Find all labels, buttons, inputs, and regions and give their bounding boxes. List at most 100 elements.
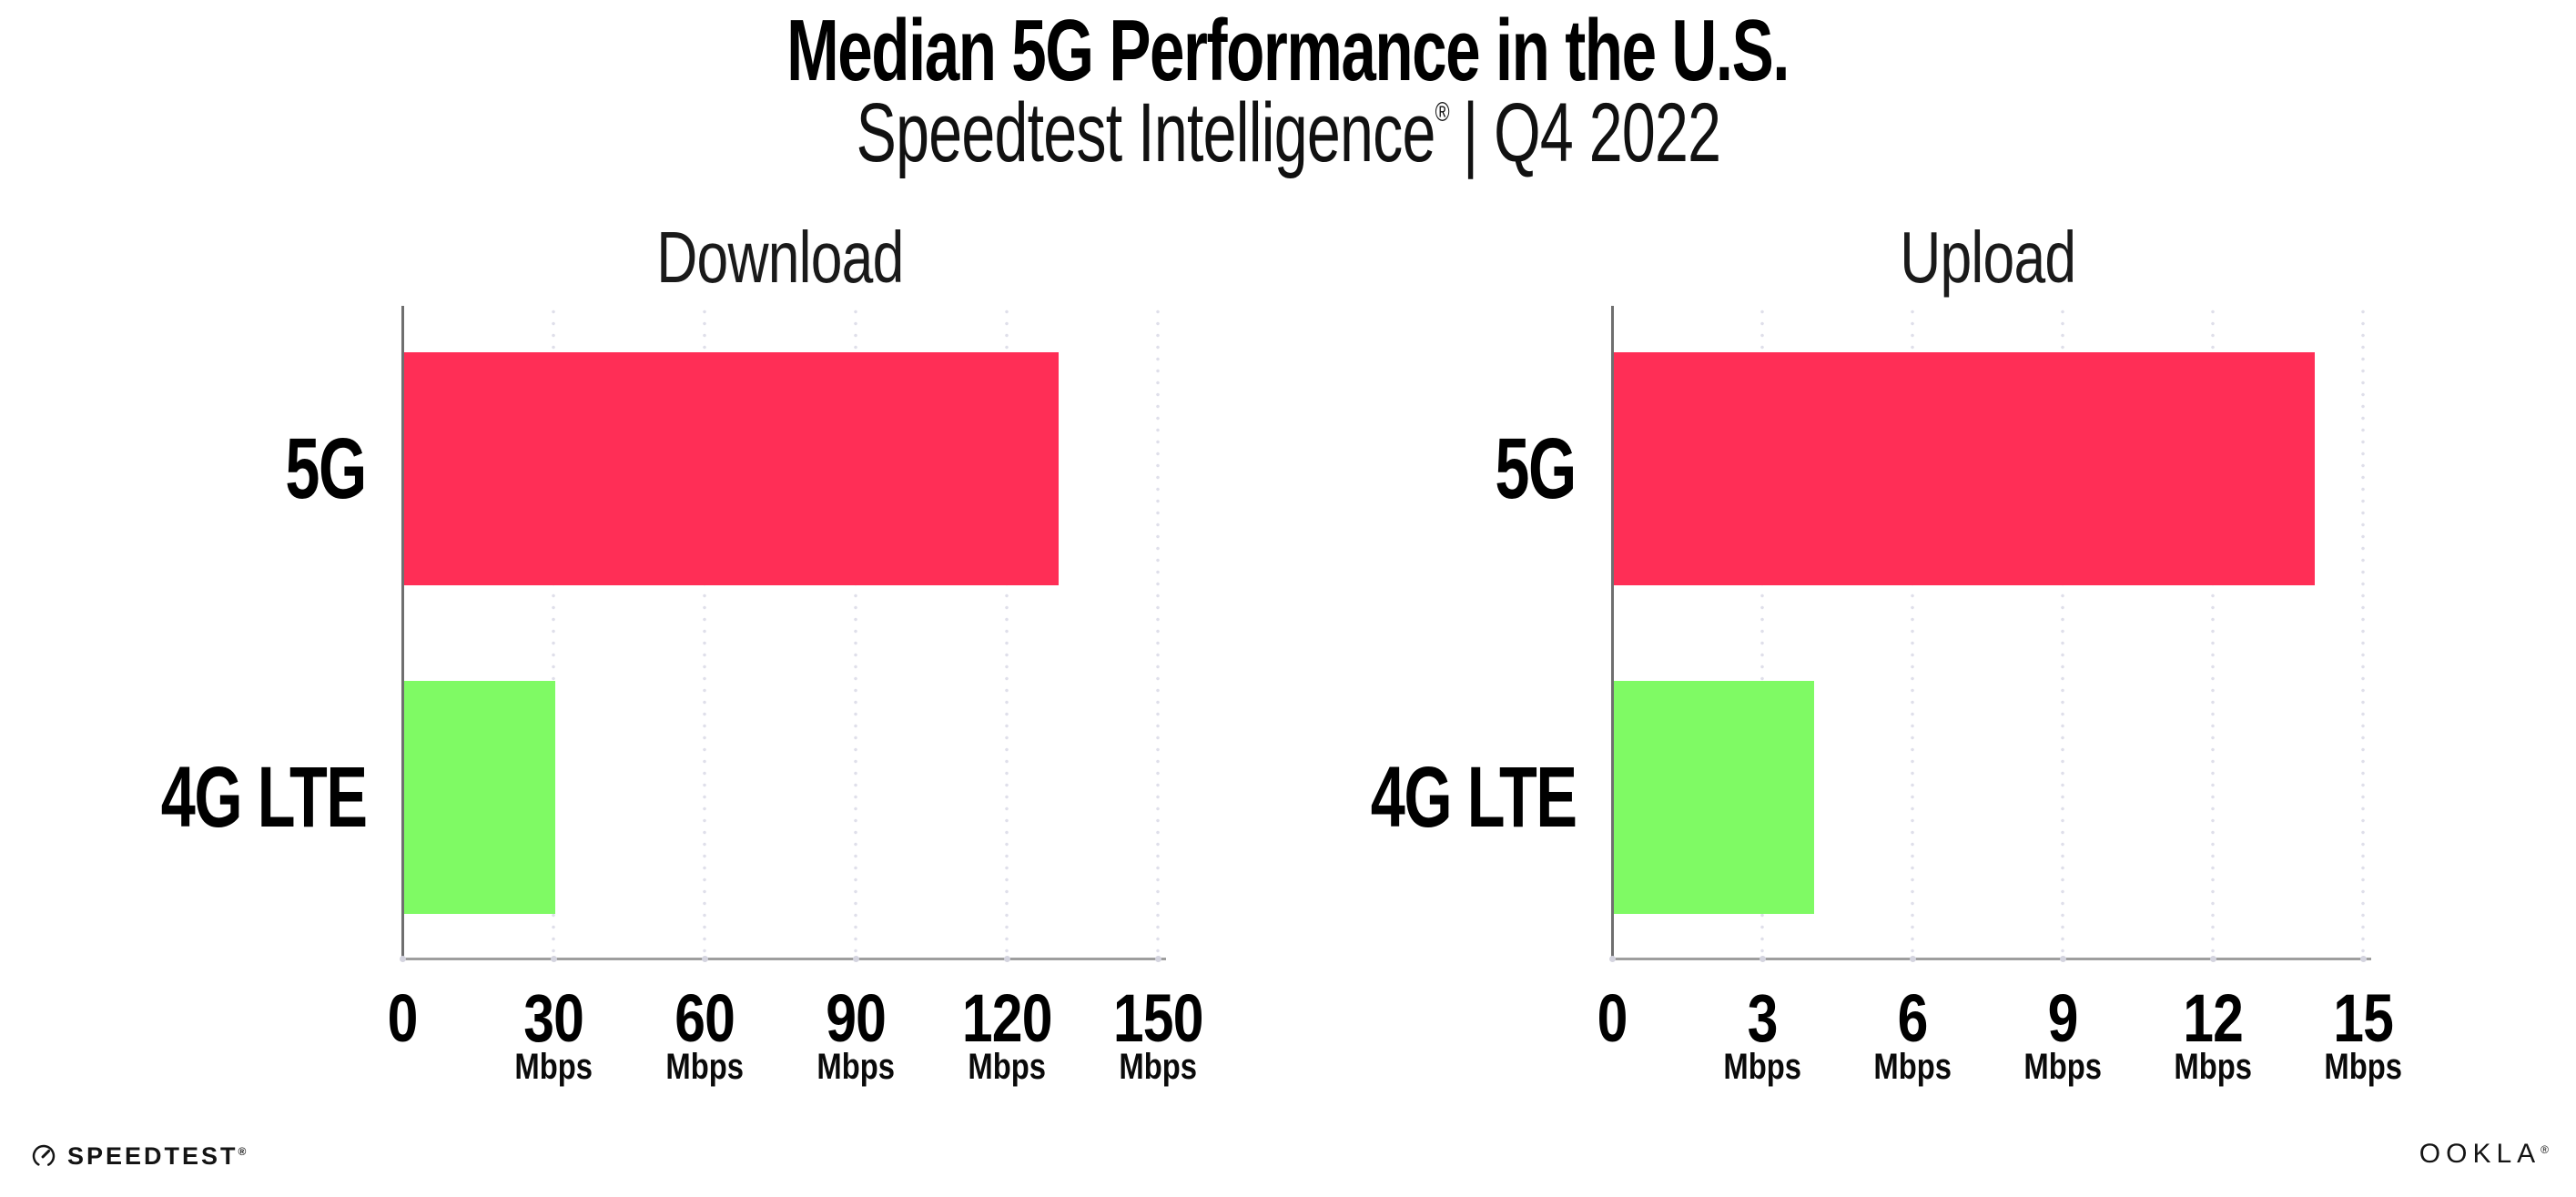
tick-label-download-30-text: 30	[523, 980, 584, 1056]
tick-label-download-150-text: 150	[1112, 980, 1204, 1056]
tick-unit-upload-12-text: Mbps	[2174, 1047, 2252, 1087]
tick-unit-download-90-text: Mbps	[816, 1047, 895, 1087]
chart-title-upload-text: Upload	[1899, 217, 2076, 298]
gridline-download-60	[703, 306, 706, 959]
ookla-logo: OOKLA®	[2419, 1141, 2549, 1168]
tick-label-download-30: 30	[453, 985, 654, 1052]
gridline-download-150	[1156, 306, 1160, 959]
tick-unit-download-120: Mbps	[907, 1049, 1107, 1085]
category-label-5g-download-text: 5G	[285, 421, 368, 517]
tick-label-upload-6: 6	[1812, 985, 2013, 1052]
tick-unit-upload-9-text: Mbps	[2023, 1047, 2102, 1087]
tick-label-upload-0: 0	[1512, 985, 1712, 1052]
gridline-download-120	[1005, 306, 1009, 959]
chart-title-upload: Upload	[1612, 221, 2363, 294]
tick-unit-download-150: Mbps	[1058, 1049, 1258, 1085]
x-axis-download	[401, 958, 1166, 960]
tick-unit-download-30: Mbps	[453, 1049, 654, 1085]
gridline-download-90	[854, 306, 857, 959]
tick-unit-upload-15-text: Mbps	[2324, 1047, 2402, 1087]
speedtest-registered-icon: ®	[238, 1144, 247, 1158]
tick-label-download-60: 60	[604, 985, 805, 1052]
tick-label-download-60-text: 60	[674, 980, 735, 1056]
tick-dot-download-0	[400, 956, 406, 962]
x-axis-upload	[1611, 958, 2371, 960]
gridline-download-30	[552, 306, 555, 959]
tick-unit-upload-9: Mbps	[1962, 1049, 2163, 1085]
tick-dot-upload-6	[1910, 956, 1916, 962]
tick-label-upload-15: 15	[2263, 985, 2463, 1052]
tick-dot-upload-9	[2060, 956, 2066, 962]
tick-label-upload-9: 9	[1962, 985, 2163, 1052]
tick-label-download-0: 0	[302, 985, 502, 1052]
speedtest-wordmark: SPEEDTEST®	[67, 1141, 247, 1170]
bar-4g-lte-download	[404, 681, 555, 914]
tick-dot-download-60	[702, 956, 708, 962]
bar-5g-upload	[1614, 352, 2315, 585]
tick-label-upload-9-text: 9	[2047, 980, 2079, 1056]
tick-unit-download-90: Mbps	[756, 1049, 956, 1085]
tick-unit-upload-3-text: Mbps	[1723, 1047, 1801, 1087]
registered-mark-icon: ®	[1435, 97, 1450, 127]
tick-label-upload-0-text: 0	[1597, 980, 1628, 1056]
tick-label-upload-3-text: 3	[1747, 980, 1779, 1056]
tick-label-download-150: 150	[1058, 985, 1258, 1052]
page-title-text: Median 5G Performance in the U.S.	[786, 2, 1790, 99]
ookla-label: OOKLA	[2419, 1139, 2541, 1169]
subtitle-period: | Q4 2022	[1462, 86, 1721, 179]
bar-5g-download	[404, 352, 1059, 585]
chart-title-download: Download	[402, 221, 1158, 294]
tick-label-download-120-text: 120	[961, 980, 1053, 1056]
tick-label-download-90-text: 90	[826, 980, 887, 1056]
category-label-4g-lte-upload-text: 4G LTE	[1370, 749, 1577, 846]
category-label-4g-lte-download-text: 4G LTE	[160, 749, 367, 846]
category-label-5g-download: 5G	[0, 421, 368, 517]
tick-unit-download-60: Mbps	[604, 1049, 805, 1085]
gridline-upload-15	[2361, 306, 2365, 959]
page-title: Median 5G Performance in the U.S.	[0, 5, 2576, 97]
page-subtitle-text: Speedtest Intelligence® | Q4 2022	[856, 89, 1720, 178]
tick-unit-upload-6: Mbps	[1812, 1049, 2013, 1085]
speedtest-gauge-icon	[32, 1144, 56, 1168]
category-label-5g-upload-text: 5G	[1495, 421, 1577, 517]
category-label-4g-lte-download: 4G LTE	[0, 749, 367, 846]
gridline-upload-3	[1760, 306, 1764, 959]
gridline-upload-12	[2211, 306, 2215, 959]
gridline-upload-9	[2061, 306, 2064, 959]
subtitle-brand: Speedtest Intelligence	[856, 86, 1435, 179]
tick-dot-download-120	[1004, 956, 1010, 962]
tick-unit-upload-3: Mbps	[1662, 1049, 1862, 1085]
tick-label-upload-12-text: 12	[2183, 980, 2244, 1056]
page-subtitle: Speedtest Intelligence® | Q4 2022	[0, 89, 2576, 178]
tick-unit-upload-15: Mbps	[2263, 1049, 2463, 1085]
tick-dot-download-90	[853, 956, 859, 962]
tick-label-download-0-text: 0	[387, 980, 419, 1056]
tick-label-download-90: 90	[756, 985, 956, 1052]
tick-label-upload-12: 12	[2113, 985, 2313, 1052]
tick-dot-download-30	[551, 956, 557, 962]
tick-unit-upload-12: Mbps	[2113, 1049, 2313, 1085]
tick-unit-download-150-text: Mbps	[1119, 1047, 1197, 1087]
tick-dot-download-150	[1155, 956, 1161, 962]
chart-title-download-text: Download	[656, 217, 904, 298]
tick-unit-download-60-text: Mbps	[665, 1047, 744, 1087]
tick-dot-upload-15	[2360, 956, 2367, 962]
tick-unit-download-30-text: Mbps	[514, 1047, 593, 1087]
ookla-registered-icon: ®	[2541, 1143, 2549, 1156]
category-label-5g-upload: 5G	[1175, 421, 1577, 517]
speedtest-logo: SPEEDTEST®	[31, 1143, 246, 1169]
tick-unit-download-120-text: Mbps	[968, 1047, 1046, 1087]
tick-unit-upload-6-text: Mbps	[1873, 1047, 1952, 1087]
bar-4g-lte-upload	[1614, 681, 1814, 914]
tick-label-download-120: 120	[907, 985, 1107, 1052]
tick-dot-upload-0	[1609, 956, 1616, 962]
category-label-4g-lte-upload: 4G LTE	[1175, 749, 1577, 846]
tick-label-upload-3: 3	[1662, 985, 1862, 1052]
tick-label-upload-6-text: 6	[1897, 980, 1929, 1056]
tick-label-upload-15-text: 15	[2333, 980, 2394, 1056]
y-axis-download	[401, 306, 404, 960]
gridline-upload-6	[1911, 306, 1914, 959]
speedtest-label: SPEEDTEST	[67, 1141, 238, 1170]
y-axis-upload	[1611, 306, 1614, 960]
